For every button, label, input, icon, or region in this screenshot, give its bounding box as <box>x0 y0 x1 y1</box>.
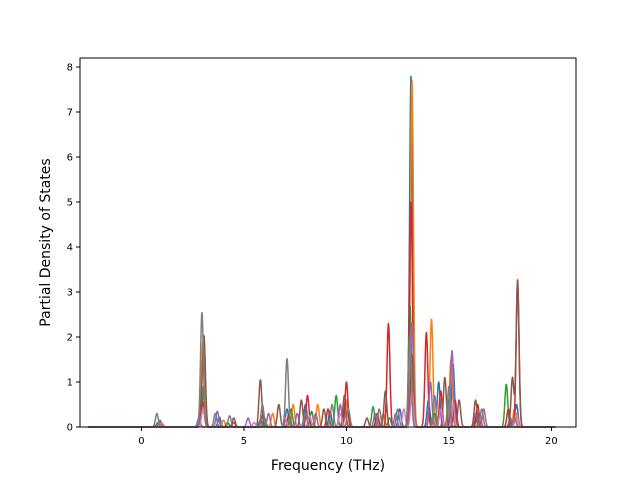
x-tick-label: 20 <box>545 436 558 447</box>
plot-frame <box>79 57 577 428</box>
series-line-3 <box>87 201 556 428</box>
y-tick-label: 2 <box>67 333 73 344</box>
y-tick-label: 3 <box>67 288 73 299</box>
x-tick-label: 5 <box>241 436 247 447</box>
x-tick-label: 10 <box>340 436 353 447</box>
series-line-7 <box>87 312 556 428</box>
series-layer <box>87 75 556 428</box>
y-axis: 0 1 2 3 4 5 6 7 8 <box>67 63 80 434</box>
x-axis: 0 5 10 15 20 <box>138 427 558 447</box>
x-tick-label: 15 <box>443 436 456 447</box>
series-line-0 <box>87 75 556 428</box>
y-axis-label: Partial Density of States <box>38 158 54 326</box>
y-tick-label: 4 <box>67 243 73 254</box>
series-line-1 <box>87 80 556 428</box>
x-tick-label: 0 <box>138 436 144 447</box>
y-tick-label: 8 <box>67 63 73 74</box>
series-line-4 <box>87 322 556 428</box>
y-tick-label: 1 <box>67 378 73 389</box>
y-tick-label: 7 <box>67 108 73 119</box>
series-line-5 <box>87 279 556 428</box>
y-tick-label: 0 <box>67 423 73 434</box>
series-line-2 <box>87 304 556 428</box>
y-tick-label: 6 <box>67 153 73 164</box>
x-axis-label: Frequency (THz) <box>271 458 385 474</box>
y-tick-label: 5 <box>67 198 73 209</box>
